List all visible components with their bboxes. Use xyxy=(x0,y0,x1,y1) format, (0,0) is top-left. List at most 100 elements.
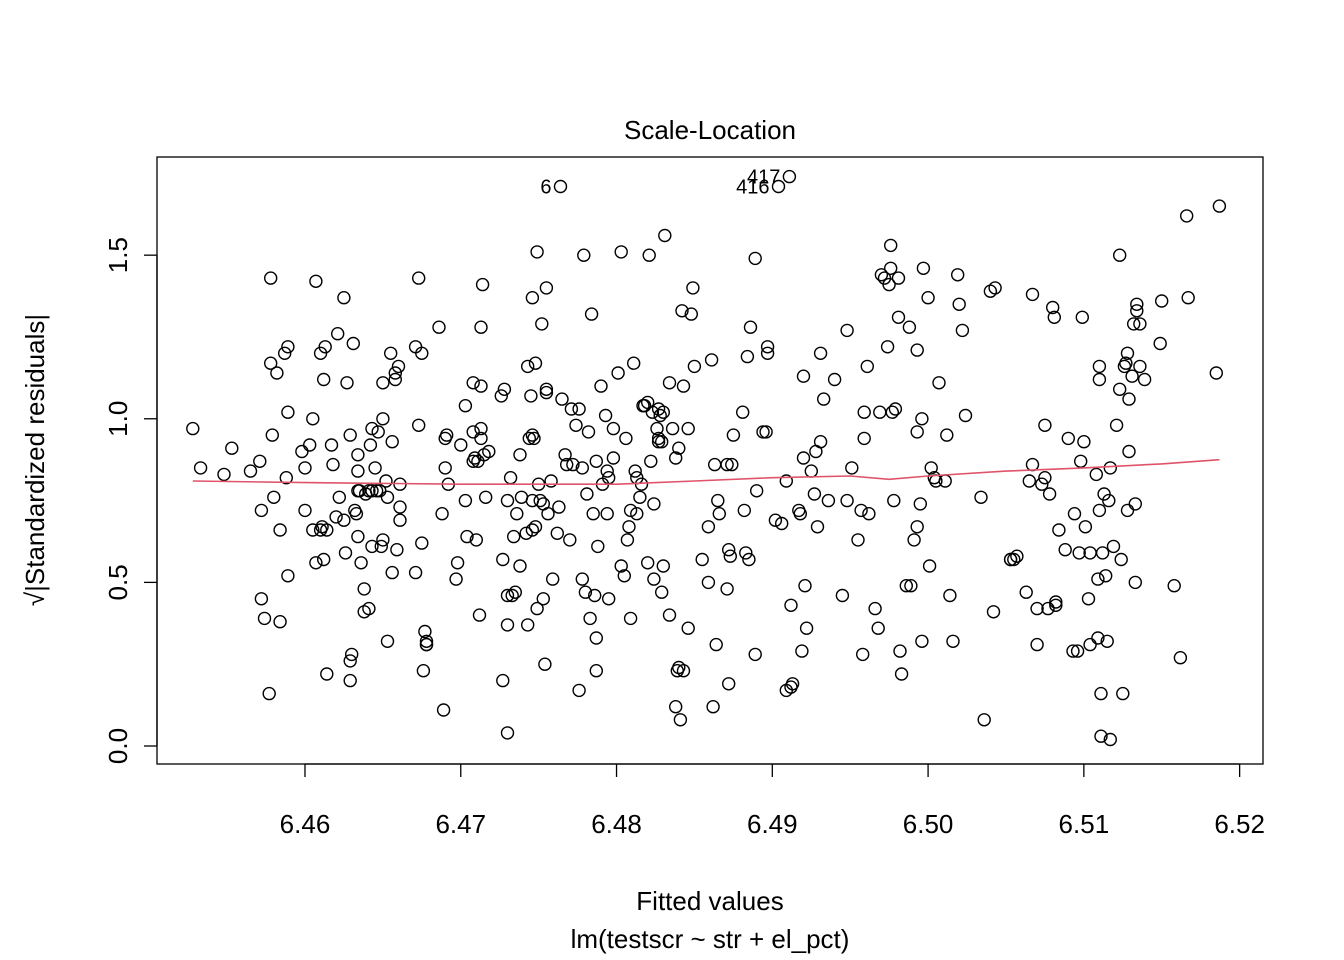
data-point xyxy=(594,379,608,393)
data-point xyxy=(840,493,854,508)
data-point xyxy=(860,359,874,374)
data-point xyxy=(376,533,390,547)
data-point xyxy=(1045,300,1060,315)
data-point xyxy=(449,572,463,586)
data-point xyxy=(469,533,483,547)
data-point xyxy=(1022,474,1037,488)
data-point xyxy=(376,376,390,390)
data-point xyxy=(558,448,572,462)
data-point xyxy=(510,507,524,521)
data-point xyxy=(1052,523,1066,537)
data-point xyxy=(581,425,596,439)
data-point xyxy=(627,356,641,370)
data-point xyxy=(600,464,614,478)
data-point xyxy=(622,520,636,534)
data-point xyxy=(1126,317,1141,331)
data-point xyxy=(1030,637,1044,652)
data-point xyxy=(539,382,554,396)
data-point xyxy=(810,520,825,534)
data-point xyxy=(725,457,739,472)
data-point xyxy=(924,461,938,475)
data-point xyxy=(343,673,357,688)
data-point xyxy=(525,523,540,537)
data-point xyxy=(1122,392,1136,406)
data-point xyxy=(362,484,376,498)
data-point xyxy=(1153,336,1167,351)
data-point xyxy=(257,611,272,626)
data-point xyxy=(807,487,822,501)
data-point xyxy=(606,421,621,436)
data-point xyxy=(1038,418,1052,432)
data-point xyxy=(1100,634,1114,648)
data-point xyxy=(827,372,842,387)
data-point xyxy=(706,700,720,714)
data-point xyxy=(438,461,452,475)
data-point xyxy=(1154,294,1169,308)
data-point xyxy=(419,634,434,648)
data-point xyxy=(793,507,807,521)
data-point xyxy=(904,579,918,593)
data-point xyxy=(720,582,734,596)
data-point xyxy=(472,608,487,622)
data-point xyxy=(1120,346,1135,360)
data-point xyxy=(856,647,870,662)
data-point xyxy=(555,392,569,406)
data-point xyxy=(262,686,276,701)
data-point xyxy=(775,516,789,531)
data-point xyxy=(986,605,1001,619)
y-tick-label: 0.0 xyxy=(103,728,133,764)
data-point xyxy=(1130,297,1144,311)
data-point xyxy=(952,297,966,311)
data-point xyxy=(611,366,625,380)
data-point xyxy=(466,425,480,439)
data-point xyxy=(1042,487,1057,501)
data-point xyxy=(393,500,407,514)
data-point xyxy=(419,637,434,652)
data-point xyxy=(598,408,613,423)
data-point xyxy=(1128,497,1143,511)
data-point xyxy=(369,484,384,498)
data-point xyxy=(645,405,660,419)
data-point xyxy=(684,307,698,321)
data-point xyxy=(569,418,583,432)
data-point xyxy=(669,451,683,465)
data-point xyxy=(1083,546,1097,560)
data-point xyxy=(494,389,508,403)
data-point xyxy=(1133,359,1147,374)
y-axis-label: √|Standardized residuals| xyxy=(20,314,50,606)
data-point xyxy=(782,169,797,184)
data-point xyxy=(393,513,407,527)
data-point xyxy=(265,428,279,442)
data-point xyxy=(1179,209,1194,223)
data-point xyxy=(620,533,635,547)
data-point xyxy=(346,336,360,351)
data-point xyxy=(466,376,480,390)
data-point xyxy=(578,585,593,599)
data-point xyxy=(888,402,903,416)
data-point xyxy=(1212,199,1227,213)
data-point xyxy=(503,471,518,485)
y-tick-label: 1.0 xyxy=(103,401,133,437)
data-point xyxy=(368,461,382,475)
x-tick-label: 6.50 xyxy=(903,809,954,839)
data-point xyxy=(1103,732,1118,747)
data-point xyxy=(1035,477,1049,491)
point-label: 416 xyxy=(736,177,769,199)
x-tick-label: 6.47 xyxy=(435,809,486,839)
data-point xyxy=(891,310,906,324)
data-point xyxy=(349,507,364,521)
data-point xyxy=(656,405,670,419)
data-point xyxy=(1119,356,1133,370)
data-point xyxy=(687,359,702,374)
data-point xyxy=(1047,310,1062,324)
data-point xyxy=(380,634,395,648)
data-point xyxy=(298,503,312,518)
data-point xyxy=(500,726,515,740)
data-point xyxy=(544,474,558,488)
data-point xyxy=(958,408,973,423)
data-point xyxy=(760,346,775,360)
data-point xyxy=(619,431,633,446)
data-point xyxy=(535,317,549,331)
data-point xyxy=(902,320,917,334)
